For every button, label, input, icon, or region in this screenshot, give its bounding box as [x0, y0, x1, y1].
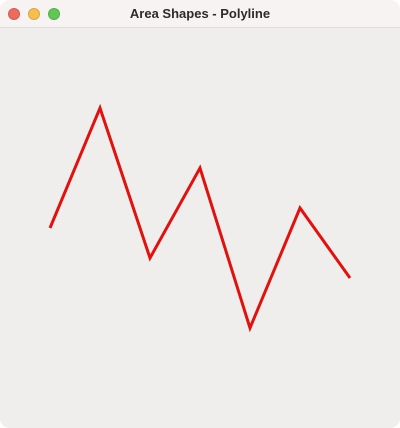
polyline-canvas: [48, 103, 352, 333]
zoom-button[interactable]: [48, 8, 60, 20]
polyline-shape: [48, 103, 352, 333]
drawing-area: [0, 28, 400, 428]
window-title: Area Shapes - Polyline: [129, 6, 271, 21]
minimize-button[interactable]: [28, 8, 40, 20]
close-button[interactable]: [8, 8, 20, 20]
title-bar[interactable]: Area Shapes - Polyline: [0, 0, 400, 28]
